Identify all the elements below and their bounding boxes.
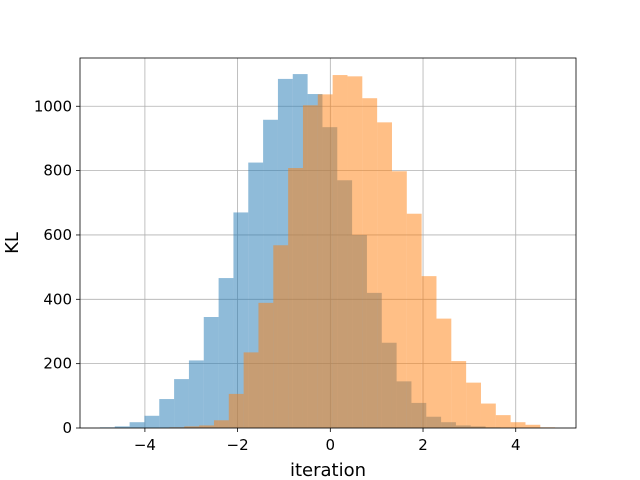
histogram-bar-series-1 (174, 379, 189, 428)
histogram-bar-series-2 (199, 425, 214, 428)
x-tick-label: 0 (326, 436, 336, 454)
x-tick-label: −4 (134, 436, 156, 454)
histogram-bar-series-2 (362, 98, 378, 428)
histogram-bar-series-1 (188, 360, 204, 428)
histogram-bar-series-2 (406, 213, 422, 428)
y-tick-label: 600 (43, 226, 72, 244)
y-axis-label: KL (2, 232, 23, 254)
histogram-bar-series-2 (480, 403, 496, 428)
histogram-bar-series-1 (114, 426, 130, 428)
y-tick-label: 400 (43, 290, 72, 308)
histogram-bar-series-2 (258, 302, 274, 428)
histogram-bar-series-2 (273, 245, 289, 428)
histogram-bar-series-2 (377, 122, 392, 428)
histogram-bar-series-2 (510, 422, 526, 428)
histogram-bar-series-2 (184, 426, 200, 428)
histogram-bar-series-1 (203, 317, 219, 428)
y-tick-label: 1000 (34, 97, 72, 115)
histogram-bar-series-2 (288, 168, 303, 428)
histogram-bar-series-2 (466, 382, 481, 428)
histogram-bar-series-1 (144, 415, 160, 428)
histogram-bar-series-2 (317, 94, 333, 429)
y-tick-label: 200 (43, 355, 72, 373)
x-tick-label: −2 (227, 436, 249, 454)
histogram-bar-series-1 (218, 278, 234, 428)
histogram-bar-series-2 (332, 75, 348, 428)
histogram-bar-series-2 (421, 276, 437, 428)
axis-ticks: −4 −2 0 2 4 0 200 400 600 800 1000 (34, 97, 521, 454)
histogram-bar-series-2 (302, 105, 318, 428)
histogram-bar-series-2 (451, 361, 467, 428)
plot-frame (79, 57, 577, 429)
histogram-bar-series-2 (213, 420, 229, 428)
histogram-bar-series-2 (347, 76, 363, 429)
histogram-bar-series-2 (525, 424, 541, 428)
histogram-bar-series-2 (243, 352, 259, 428)
histogram-bar-series-2 (228, 393, 244, 428)
y-tick-label: 800 (43, 162, 72, 180)
histogram-bar-series-1 (159, 399, 175, 428)
histogram-bar-series-1 (129, 422, 145, 428)
y-tick-label: 0 (62, 419, 72, 437)
histogram-bar-series-2 (436, 318, 452, 428)
x-tick-label: 2 (418, 436, 428, 454)
histogram-bar-series-2 (391, 171, 407, 428)
histogram-bars (99, 74, 556, 429)
x-axis-label: iteration (290, 460, 366, 480)
x-tick-label: 4 (511, 436, 521, 454)
histogram-bar-series-2 (495, 415, 511, 428)
